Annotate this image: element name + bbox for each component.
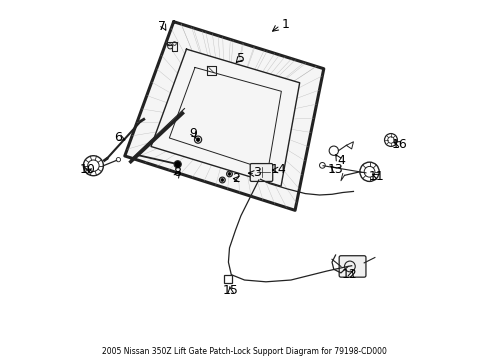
Polygon shape — [124, 22, 323, 210]
Text: 3: 3 — [253, 166, 261, 179]
Text: 5: 5 — [237, 52, 244, 65]
FancyBboxPatch shape — [250, 163, 272, 181]
Text: 13: 13 — [327, 163, 343, 176]
Text: 8: 8 — [172, 166, 180, 179]
Circle shape — [174, 161, 181, 168]
Text: 7: 7 — [158, 20, 166, 33]
Circle shape — [227, 172, 230, 175]
Text: 1: 1 — [281, 18, 289, 31]
Text: 16: 16 — [391, 138, 407, 151]
Text: 10: 10 — [79, 163, 95, 176]
Text: 11: 11 — [368, 170, 384, 183]
Text: 4: 4 — [336, 154, 344, 167]
Circle shape — [196, 138, 200, 141]
FancyBboxPatch shape — [339, 256, 365, 277]
Text: 2005 Nissan 350Z Lift Gate Patch-Lock Support Diagram for 79198-CD000: 2005 Nissan 350Z Lift Gate Patch-Lock Su… — [102, 347, 386, 356]
Text: 15: 15 — [222, 284, 238, 297]
Circle shape — [221, 179, 224, 181]
Bar — [224, 275, 231, 283]
Text: 12: 12 — [341, 268, 357, 281]
Text: 2: 2 — [231, 172, 239, 185]
Text: 9: 9 — [188, 127, 196, 140]
Text: 14: 14 — [270, 163, 286, 176]
Text: 6: 6 — [114, 131, 122, 144]
